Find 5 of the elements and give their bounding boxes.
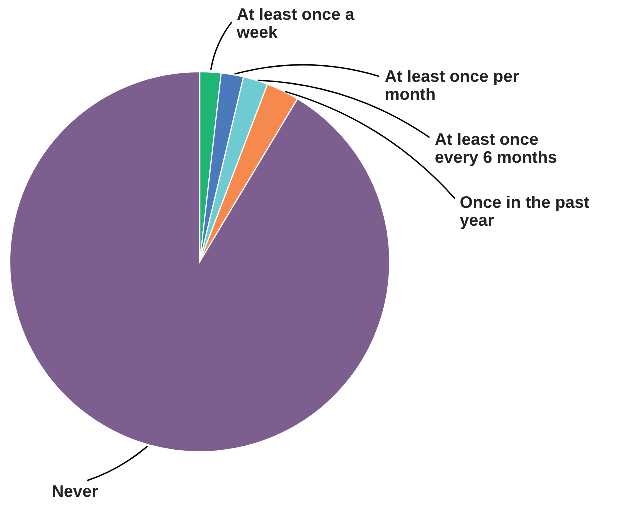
slice-label: At least once per month: [385, 70, 520, 100]
slice-label: Never: [53, 486, 98, 498]
slice-label: At least once every 6 months: [435, 133, 557, 166]
slice-label: Once in the past year: [460, 196, 590, 230]
slice-label: At least once a week: [236, 8, 355, 38]
